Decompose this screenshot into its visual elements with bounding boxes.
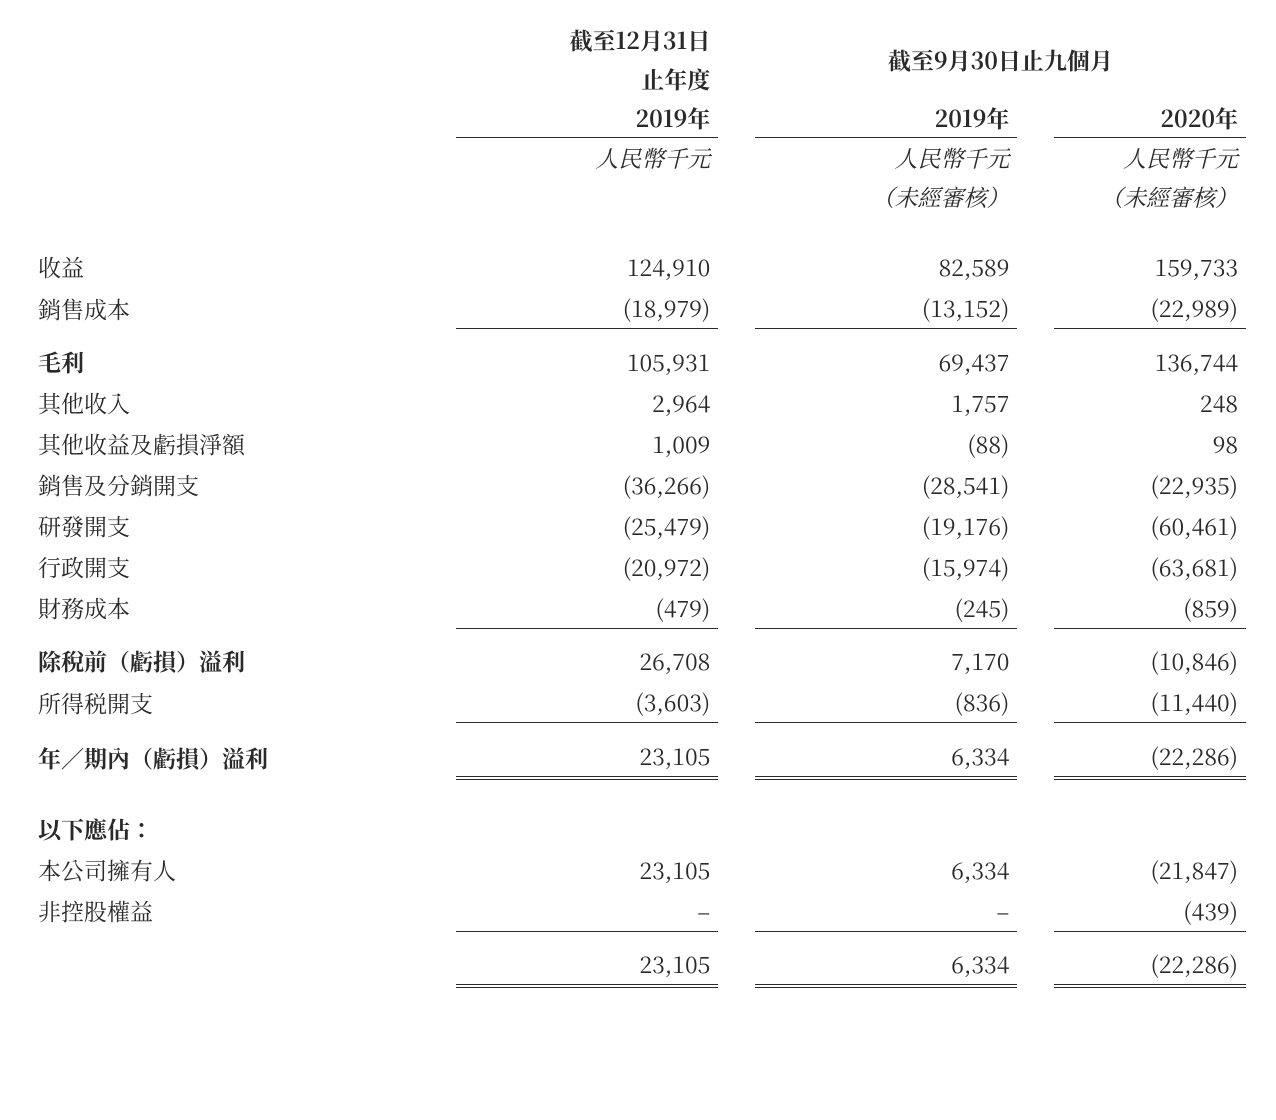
label-pretax: 除稅前（虧損）溢利 [30, 640, 456, 681]
row-rd-expense: 研發開支 (25,479) (19,176) (60,461) [30, 505, 1246, 546]
val-pp-c3: (22,286) [1054, 735, 1246, 778]
val-sd-c3: (22,935) [1054, 464, 1246, 505]
val-at-c2: 6,334 [755, 943, 1018, 986]
col3-year: 2020年 [1054, 98, 1246, 138]
val-pt-c3: (10,846) [1054, 640, 1246, 681]
val-it-c3: (11,440) [1054, 681, 1246, 723]
val-rd-c2: (19,176) [755, 505, 1018, 546]
val-ae-c2: (15,974) [755, 546, 1018, 587]
val-pp-c2: 6,334 [755, 735, 1018, 778]
val-rd-c1: (25,479) [456, 505, 719, 546]
col1-year: 2019年 [456, 98, 719, 138]
col3-unit-l1: 人民幣千元 [1054, 138, 1246, 178]
val-it-c1: (3,603) [456, 681, 719, 723]
row-attrib-header: 以下應佔： [30, 808, 1246, 849]
val-revenue-c2: 82,589 [755, 246, 1018, 287]
col2-unit-l2: （未經審核） [755, 177, 1018, 216]
col1-unit: 人民幣千元 [456, 138, 719, 178]
header-row-1: 截至12月31日 截至9月30日止九個月 [30, 20, 1246, 59]
row-nci: 非控股權益 – – (439) [30, 890, 1246, 932]
label-admin-expense: 行政開支 [30, 546, 456, 587]
val-sd-c2: (28,541) [755, 464, 1018, 505]
val-fc-c1: (479) [456, 587, 719, 629]
row-other-gains-losses: 其他收益及虧損淨額 1,009 (88) 98 [30, 423, 1246, 464]
val-revenue-c1: 124,910 [456, 246, 719, 287]
label-selling-dist: 銷售及分銷開支 [30, 464, 456, 505]
val-ow-c2: 6,334 [755, 849, 1018, 890]
val-ow-c1: 23,105 [456, 849, 719, 890]
row-selling-dist: 銷售及分銷開支 (36,266) (28,541) (22,935) [30, 464, 1246, 505]
col23-header-span: 截至9月30日止九個月 [755, 20, 1246, 98]
val-oi-c2: 1,757 [755, 382, 1018, 423]
col2-unit-l1: 人民幣千元 [755, 138, 1018, 178]
val-at-c3: (22,286) [1054, 943, 1246, 986]
val-ogl-c1: 1,009 [456, 423, 719, 464]
val-ae-c1: (20,972) [456, 546, 719, 587]
col2-year: 2019年 [755, 98, 1018, 138]
row-attrib-total: 23,105 6,334 (22,286) [30, 943, 1246, 986]
col1-header-line1: 截至12月31日 [456, 20, 719, 59]
val-fc-c2: (245) [755, 587, 1018, 629]
label-finance-cost: 財務成本 [30, 587, 456, 629]
row-cost-of-sales: 銷售成本 (18,979) (13,152) (22,989) [30, 287, 1246, 329]
val-ow-c3: (21,847) [1054, 849, 1246, 890]
val-fc-c3: (859) [1054, 587, 1246, 629]
label-other-gains-losses: 其他收益及虧損淨額 [30, 423, 456, 464]
val-oi-c3: 248 [1054, 382, 1246, 423]
label-income-tax: 所得税開支 [30, 681, 456, 723]
row-admin-expense: 行政開支 (20,972) (15,974) (63,681) [30, 546, 1246, 587]
val-cos-c1: (18,979) [456, 287, 719, 329]
row-finance-cost: 財務成本 (479) (245) (859) [30, 587, 1246, 629]
val-it-c2: (836) [755, 681, 1018, 723]
val-pt-c2: 7,170 [755, 640, 1018, 681]
label-owners: 本公司擁有人 [30, 849, 456, 890]
row-revenue: 收益 124,910 82,589 159,733 [30, 246, 1246, 287]
label-revenue: 收益 [30, 246, 456, 287]
label-nci: 非控股權益 [30, 890, 456, 932]
financial-statement-table: 截至12月31日 截至9月30日止九個月 止年度 2019年 2019年 202… [30, 20, 1246, 988]
label-attrib-total [30, 943, 456, 986]
label-attrib-header: 以下應佔： [30, 808, 456, 849]
col1-header-line2: 止年度 [456, 59, 719, 98]
val-oi-c1: 2,964 [456, 382, 719, 423]
val-nci-c2: – [755, 890, 1018, 932]
row-income-tax: 所得税開支 (3,603) (836) (11,440) [30, 681, 1246, 723]
header-year-row: 2019年 2019年 2020年 [30, 98, 1246, 138]
label-rd-expense: 研發開支 [30, 505, 456, 546]
val-pt-c1: 26,708 [456, 640, 719, 681]
val-rd-c3: (60,461) [1054, 505, 1246, 546]
row-pretax: 除稅前（虧損）溢利 26,708 7,170 (10,846) [30, 640, 1246, 681]
val-gp-c2: 69,437 [755, 341, 1018, 382]
col3-unit-l2: （未經審核） [1054, 177, 1246, 216]
val-cos-c3: (22,989) [1054, 287, 1246, 329]
val-ogl-c3: 98 [1054, 423, 1246, 464]
row-owners: 本公司擁有人 23,105 6,334 (21,847) [30, 849, 1246, 890]
row-gross-profit: 毛利 105,931 69,437 136,744 [30, 341, 1246, 382]
label-gross-profit: 毛利 [30, 341, 456, 382]
label-period-profit: 年／期內（虧損）溢利 [30, 735, 456, 778]
val-nci-c1: – [456, 890, 719, 932]
header-unit-row-2: （未經審核） （未經審核） [30, 177, 1246, 216]
label-cost-of-sales: 銷售成本 [30, 287, 456, 329]
row-other-income: 其他收入 2,964 1,757 248 [30, 382, 1246, 423]
val-ogl-c2: (88) [755, 423, 1018, 464]
val-sd-c1: (36,266) [456, 464, 719, 505]
label-other-income: 其他收入 [30, 382, 456, 423]
val-gp-c1: 105,931 [456, 341, 719, 382]
val-pp-c1: 23,105 [456, 735, 719, 778]
val-cos-c2: (13,152) [755, 287, 1018, 329]
val-nci-c3: (439) [1054, 890, 1246, 932]
val-at-c1: 23,105 [456, 943, 719, 986]
val-revenue-c3: 159,733 [1054, 246, 1246, 287]
val-gp-c3: 136,744 [1054, 341, 1246, 382]
val-ae-c3: (63,681) [1054, 546, 1246, 587]
header-unit-row-1: 人民幣千元 人民幣千元 人民幣千元 [30, 138, 1246, 178]
row-period-profit: 年／期內（虧損）溢利 23,105 6,334 (22,286) [30, 735, 1246, 778]
